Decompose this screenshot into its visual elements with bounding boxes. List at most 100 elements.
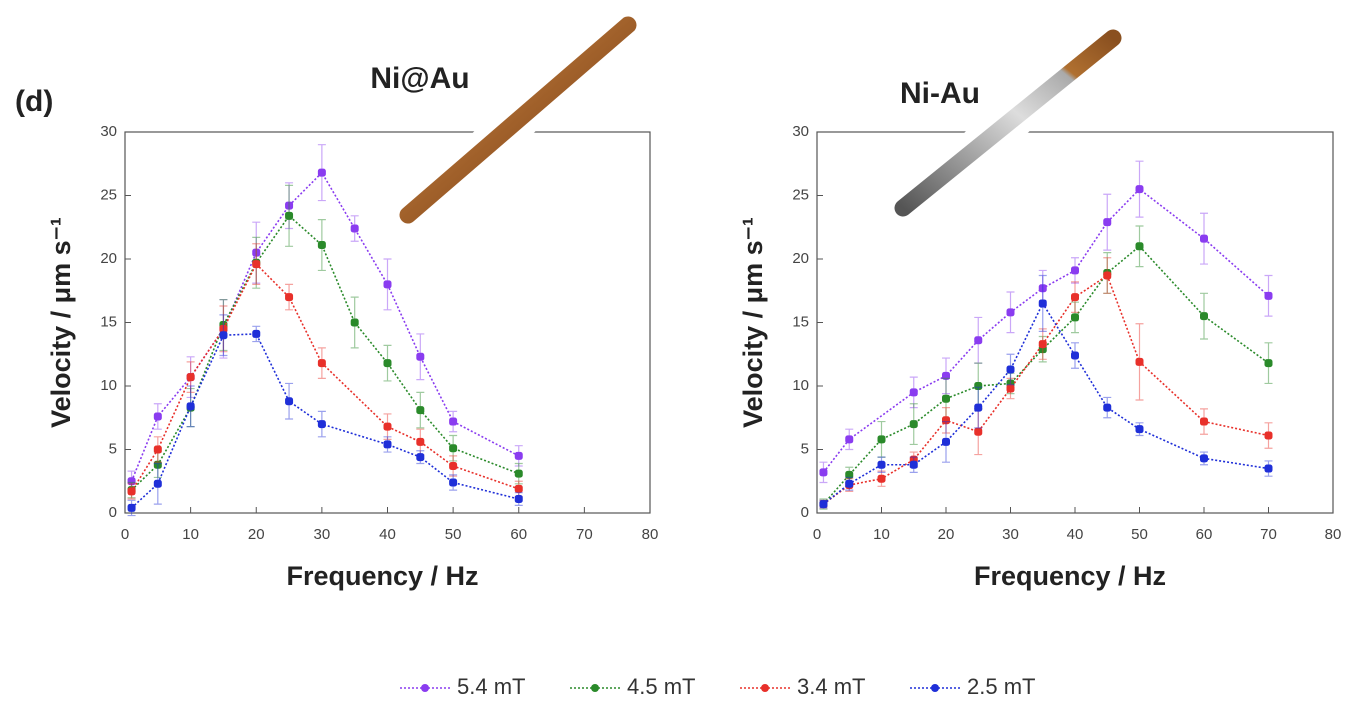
panel-label: (d) [15, 85, 53, 118]
data-point [153, 460, 162, 469]
data-point [285, 201, 294, 210]
legend-marker [931, 684, 939, 692]
data-point [942, 394, 950, 403]
legend-label: 2.5 mT [967, 674, 1035, 699]
x-tick-label: 40 [1067, 526, 1084, 543]
data-point [1264, 359, 1273, 368]
data-point [285, 293, 294, 302]
legend-label: 3.4 mT [797, 674, 865, 699]
data-point [974, 427, 983, 436]
x-tick-label: 10 [873, 526, 890, 543]
y-tick-label: 10 [100, 377, 117, 394]
data-point [1006, 365, 1015, 374]
y-tick-label: 5 [801, 440, 809, 457]
data-point [1038, 340, 1047, 349]
series-line [130, 262, 520, 492]
data-point [1038, 299, 1047, 308]
data-point [1071, 351, 1079, 360]
data-point [186, 402, 195, 411]
x-tick-label: 0 [121, 526, 129, 543]
x-tick-label: 50 [445, 526, 462, 543]
data-point [514, 484, 523, 493]
y-axis-label: Velocity / μm s⁻¹ [738, 217, 768, 428]
x-tick-label: 20 [248, 526, 265, 543]
data-point [449, 478, 458, 487]
data-point [909, 460, 918, 469]
x-tick-label: 50 [1131, 526, 1148, 543]
data-point [877, 435, 886, 444]
x-tick-label: 30 [314, 526, 331, 543]
data-point [1103, 218, 1112, 227]
x-tick-label: 60 [510, 526, 527, 543]
y-axis-label: Velocity / μm s⁻¹ [46, 217, 76, 428]
data-point [1071, 313, 1079, 322]
data-point [285, 211, 294, 220]
y-tick-label: 25 [792, 186, 809, 203]
y-tick-label: 10 [792, 377, 809, 394]
data-point [449, 417, 458, 426]
x-tick-label: 10 [182, 526, 199, 543]
data-point [1200, 312, 1208, 321]
y-tick-label: 5 [109, 440, 117, 457]
x-tick-label: 80 [1325, 526, 1342, 543]
x-tick-label: 60 [1196, 526, 1213, 543]
data-point [219, 331, 228, 340]
x-axis-label: Frequency / Hz [286, 561, 478, 591]
data-point [1006, 384, 1015, 393]
series-line [130, 171, 520, 482]
data-point [877, 474, 886, 483]
data-point [383, 440, 392, 449]
data-point [1200, 234, 1208, 243]
y-tick-label: 20 [100, 250, 117, 267]
series-line [822, 301, 1269, 505]
data-point [1103, 271, 1112, 280]
data-point [1200, 454, 1208, 463]
data-point [877, 460, 886, 469]
y-tick-label: 0 [109, 504, 117, 521]
data-point [942, 437, 950, 446]
y-tick-label: 15 [100, 313, 117, 330]
legend-label: 4.5 mT [627, 674, 695, 699]
x-tick-label: 70 [1260, 526, 1277, 543]
data-point [350, 224, 359, 233]
data-point [974, 382, 983, 390]
data-point [285, 397, 294, 406]
plot-frame [124, 131, 651, 514]
data-point [819, 500, 828, 509]
y-tick-label: 30 [792, 123, 809, 140]
data-point [383, 359, 392, 368]
data-point [845, 435, 854, 444]
data-point [974, 336, 983, 345]
rod [399, 16, 637, 224]
x-tick-label: 20 [938, 526, 955, 543]
data-point [317, 168, 326, 177]
data-point [416, 437, 425, 446]
series-line [131, 214, 520, 491]
rod [894, 29, 1122, 217]
x-axis-label: Frequency / Hz [974, 561, 1166, 591]
legend-marker [591, 684, 599, 692]
x-tick-label: 70 [576, 526, 593, 543]
data-point [1135, 357, 1144, 366]
x-tick-label: 0 [813, 526, 821, 543]
data-point [416, 352, 425, 361]
data-point [1135, 185, 1144, 194]
data-point [153, 412, 162, 421]
y-tick-label: 15 [792, 313, 809, 330]
legend-marker [761, 684, 769, 692]
data-point [1071, 293, 1079, 302]
y-tick-label: 20 [792, 250, 809, 267]
data-point [219, 324, 228, 333]
data-point [1135, 242, 1144, 251]
legend: 5.4 mT 4.5 mT 3.4 mT 2.5 mT [400, 674, 1035, 699]
data-point [1200, 417, 1208, 426]
data-point [416, 453, 425, 462]
data-point [1038, 284, 1047, 293]
data-point [449, 462, 458, 471]
data-point [186, 373, 195, 382]
data-point [383, 422, 392, 431]
data-point [383, 280, 392, 289]
data-point [1135, 425, 1144, 434]
legend-marker [421, 684, 429, 692]
data-point [1071, 266, 1079, 275]
